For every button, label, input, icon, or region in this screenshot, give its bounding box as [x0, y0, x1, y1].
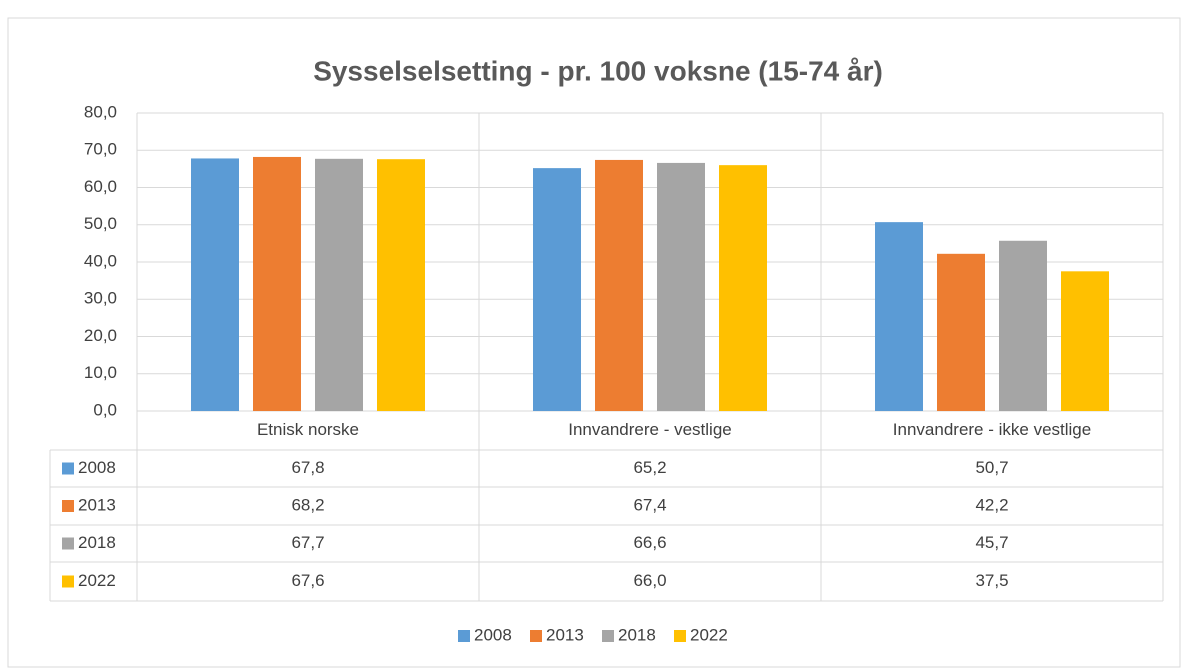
y-tick-label: 40,0 — [84, 251, 117, 270]
y-tick-label: 0,0 — [93, 400, 117, 419]
bar — [719, 165, 767, 411]
x-tick-label: Etnisk norske — [257, 420, 359, 439]
table-value: 37,5 — [975, 571, 1008, 590]
table-value: 67,4 — [633, 495, 666, 514]
legend-key — [62, 462, 74, 475]
y-tick-label: 30,0 — [84, 289, 117, 308]
table-row-label: 2018 — [78, 533, 116, 552]
chart-title: Sysselselsetting - pr. 100 voksne (15-74… — [313, 55, 883, 86]
x-tick-label: Innvandrere - vestlige — [568, 420, 731, 439]
bar — [937, 253, 985, 411]
y-tick-label: 80,0 — [84, 102, 117, 121]
table-value: 45,7 — [975, 533, 1008, 552]
legend-label: 2013 — [546, 625, 584, 644]
bar — [875, 222, 923, 411]
table-row-label: 2013 — [78, 495, 116, 514]
legend-label: 2018 — [618, 625, 656, 644]
bar — [533, 168, 581, 411]
bar — [999, 240, 1047, 411]
table-value: 50,7 — [975, 458, 1008, 477]
legend-key — [602, 630, 614, 642]
table-row-label: 2008 — [78, 458, 116, 477]
y-tick-label: 20,0 — [84, 326, 117, 345]
bar — [253, 156, 301, 411]
table-value: 66,6 — [633, 533, 666, 552]
y-tick-label: 10,0 — [84, 363, 117, 382]
table-value: 42,2 — [975, 495, 1008, 514]
table-row-label: 2022 — [78, 571, 116, 590]
table-value: 67,6 — [291, 571, 324, 590]
legend-key — [62, 575, 74, 588]
table-value: 67,8 — [291, 458, 324, 477]
legend-key — [674, 630, 686, 642]
legend-key — [458, 630, 470, 642]
y-tick-label: 60,0 — [84, 177, 117, 196]
table-value: 67,7 — [291, 533, 324, 552]
legend-key — [530, 630, 542, 642]
bar — [657, 162, 705, 411]
legend-key — [62, 537, 74, 550]
table-value: 65,2 — [633, 458, 666, 477]
bar — [1061, 271, 1109, 411]
bar — [315, 158, 363, 411]
bar — [377, 159, 425, 411]
legend-key — [62, 500, 74, 512]
bar — [191, 158, 239, 411]
y-tick-label: 50,0 — [84, 214, 117, 233]
table-value: 66,0 — [633, 571, 666, 590]
bar — [595, 159, 643, 411]
legend-label: 2008 — [474, 625, 512, 644]
table-value: 68,2 — [291, 495, 324, 514]
x-tick-label: Innvandrere - ikke vestlige — [893, 420, 1091, 439]
legend-label: 2022 — [690, 625, 728, 644]
y-tick-label: 70,0 — [84, 140, 117, 159]
